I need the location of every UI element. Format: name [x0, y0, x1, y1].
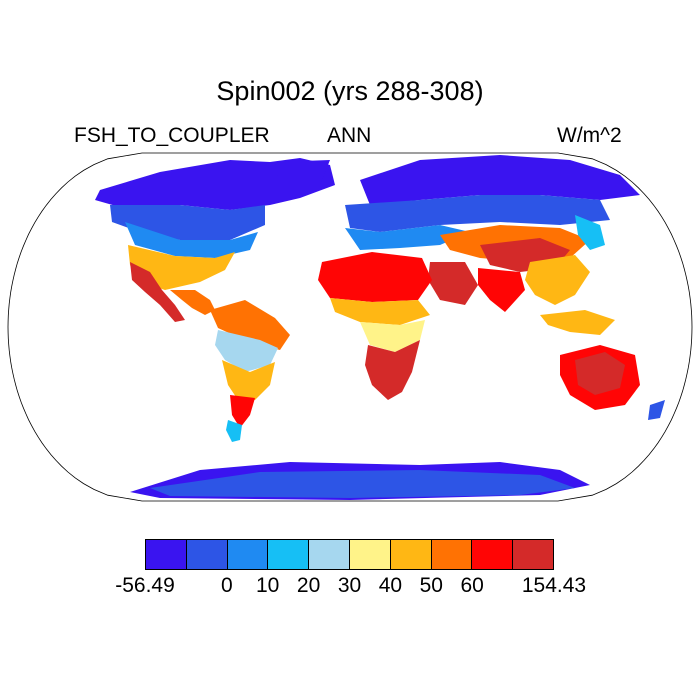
region-south-america-south — [230, 395, 255, 428]
region-arabia — [428, 262, 478, 305]
colorbar-swatch — [431, 540, 473, 569]
colorbar-tick-label: -56.49 — [115, 574, 175, 597]
region-north-america-central — [128, 245, 235, 290]
region-southern-africa — [365, 340, 420, 400]
colorbar-tick-label: 30 — [337, 574, 362, 597]
units-label: W/m^2 — [557, 124, 622, 147]
region-eurasia-boreal — [345, 195, 610, 232]
colorbar-tick-label: 40 — [378, 574, 403, 597]
colorbar-tick-label: 50 — [419, 574, 443, 597]
colorbar-swatch — [513, 540, 553, 569]
colorbar-swatch — [309, 540, 350, 569]
colorbar-swatch — [146, 540, 187, 569]
region-amazon — [215, 330, 278, 372]
region-new-zealand — [648, 400, 665, 420]
region-north-america-north — [125, 222, 258, 258]
region-eurasia-arctic — [360, 155, 640, 205]
colorbar-swatch — [268, 540, 310, 569]
region-north-america-southwest — [130, 262, 185, 322]
region-patagonia — [226, 420, 242, 442]
colorbar-swatch — [349, 540, 391, 569]
map-projection-outline — [7, 152, 693, 502]
region-greenland — [275, 160, 330, 190]
region-south-america-central — [222, 360, 275, 400]
colorbar-tick-label: 20 — [296, 574, 321, 597]
region-south-america-north — [210, 300, 290, 350]
colorbar-tick-label: 10 — [256, 574, 280, 597]
colorbar-labels: -56.49 0 10 20 30 40 50 60 154.43 — [0, 574, 700, 604]
region-europe-central — [345, 225, 470, 250]
colorbar-swatch — [227, 540, 269, 569]
region-central-africa — [360, 320, 425, 352]
region-central-america — [170, 290, 215, 315]
colorbar — [145, 539, 554, 570]
colorbar-swatch — [390, 540, 432, 569]
colorbar-swatch — [472, 540, 514, 569]
map-field — [95, 155, 665, 500]
region-north-america-arctic — [95, 158, 335, 210]
map-title: Spin002 (yrs 288-308) — [216, 76, 484, 106]
region-kamchatka — [575, 215, 605, 250]
region-south-asia — [478, 268, 525, 312]
region-sahel — [330, 298, 430, 325]
colorbar-tick-label: 154.43 — [521, 574, 587, 597]
season-label: ANN — [327, 124, 372, 147]
region-east-asia — [525, 255, 590, 305]
region-sahara — [318, 252, 432, 302]
colorbar-tick-label: 60 — [460, 574, 484, 597]
variable-label: FSH_TO_COUPLER — [74, 124, 270, 147]
colorbar-tick-label: 0 — [220, 574, 233, 597]
region-indonesia — [540, 310, 615, 335]
colorbar-swatch — [186, 540, 228, 569]
region-australia-interior — [575, 352, 625, 395]
region-antarctica-coast — [150, 470, 575, 498]
